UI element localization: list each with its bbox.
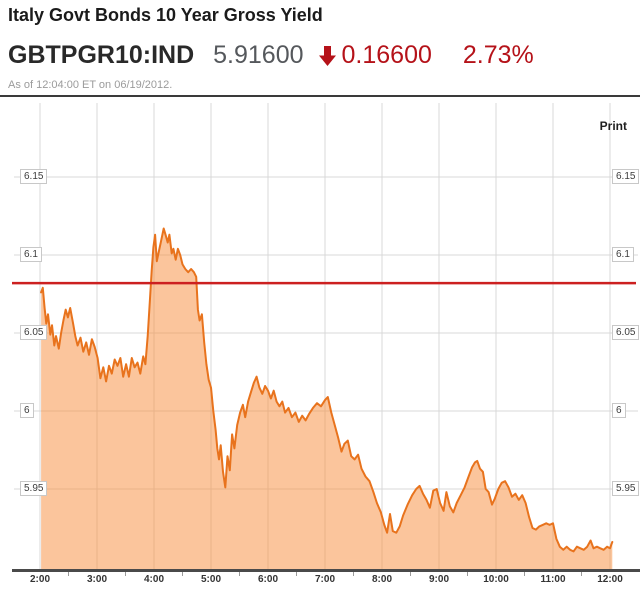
y-tick-label-left: 6 bbox=[20, 403, 34, 418]
y-tick-label-left: 6.05 bbox=[20, 325, 48, 340]
header-divider bbox=[0, 95, 640, 97]
price-change: 0.16600 bbox=[341, 41, 432, 69]
x-tick-label: 9:00 bbox=[428, 574, 449, 585]
x-tick-label: 4:00 bbox=[143, 574, 164, 585]
last-price: 5.91600 bbox=[213, 41, 304, 69]
x-tick-label: 7:00 bbox=[314, 574, 335, 585]
down-arrow-icon bbox=[318, 45, 336, 66]
x-tick-label: 12:00 bbox=[597, 574, 623, 585]
as-of-timestamp: As of 12:04:00 ET on 06/19/2012. bbox=[8, 79, 173, 91]
x-tick-label: 6:00 bbox=[257, 574, 278, 585]
ticker-symbol: GBTPGR10:IND bbox=[8, 41, 195, 69]
x-tick-label: 2:00 bbox=[29, 574, 50, 585]
y-tick-label-right: 6.15 bbox=[612, 169, 640, 184]
x-tick-label: 3:00 bbox=[86, 574, 107, 585]
print-button[interactable]: Print bbox=[599, 119, 627, 133]
y-tick-label-left: 6.15 bbox=[20, 169, 48, 184]
x-tick-label: 8:00 bbox=[371, 574, 392, 585]
y-tick-label-left: 6.1 bbox=[20, 247, 42, 262]
y-tick-label-right: 6.05 bbox=[612, 325, 640, 340]
quote-row: GBTPGR10:IND 5.91600 0.16600 2.73% bbox=[8, 41, 534, 70]
page-title: Italy Govt Bonds 10 Year Gross Yield bbox=[8, 5, 323, 25]
chart-area: Print 6.15 6.15 6.1 6.1 6.05 6.05 6 6 5.95 5.95 2:… bbox=[0, 100, 640, 589]
y-tick-label-left: 5.95 bbox=[20, 481, 48, 496]
price-change-percent: 2.73% bbox=[462, 41, 534, 69]
yield-chart-canvas bbox=[12, 103, 640, 576]
y-tick-label-right: 6.1 bbox=[612, 247, 634, 262]
x-tick-label: 11:00 bbox=[540, 574, 566, 585]
y-tick-label-right: 6 bbox=[612, 403, 626, 418]
x-tick-label: 10:00 bbox=[483, 574, 509, 585]
price-line bbox=[40, 227, 614, 553]
y-tick-label-right: 5.95 bbox=[612, 481, 640, 496]
x-tick-label: 5:00 bbox=[200, 574, 221, 585]
